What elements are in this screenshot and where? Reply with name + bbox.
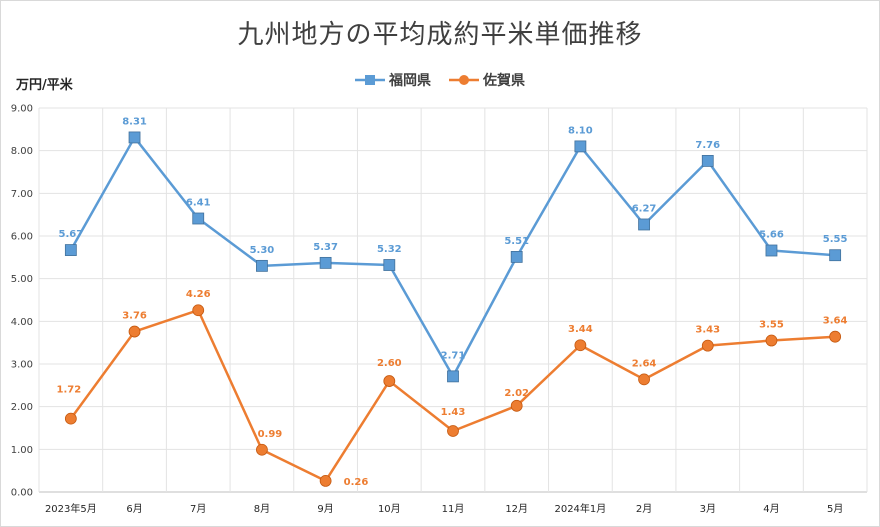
data-label: 5.32 bbox=[377, 244, 402, 255]
x-tick-label: 10月 bbox=[378, 503, 401, 515]
data-point-marker bbox=[319, 256, 332, 269]
x-tick-label: 11月 bbox=[442, 503, 465, 515]
data-label: 3.43 bbox=[695, 325, 720, 336]
data-point-marker bbox=[574, 339, 587, 352]
data-label: 2.71 bbox=[441, 350, 466, 361]
data-point-marker bbox=[128, 131, 141, 144]
x-tick-label: 2024年1月 bbox=[554, 502, 606, 515]
x-tick-label: 8月 bbox=[254, 503, 270, 515]
legend-label-fukuoka: 福岡県 bbox=[389, 73, 431, 89]
data-point-marker bbox=[383, 259, 396, 271]
x-tick-label: 12月 bbox=[505, 503, 528, 515]
data-label: 1.72 bbox=[57, 385, 82, 396]
data-point-marker bbox=[829, 249, 842, 262]
data-label: 5.37 bbox=[313, 242, 338, 253]
data-label: 3.76 bbox=[122, 311, 147, 322]
x-tick-label: 6月 bbox=[126, 503, 142, 515]
data-point-marker bbox=[128, 325, 141, 338]
x-tick-label: 2月 bbox=[636, 503, 652, 515]
data-label: 5.30 bbox=[250, 245, 275, 256]
data-point-marker bbox=[701, 339, 714, 352]
chart-title: 九州地方の平均成約平米単価推移 bbox=[237, 20, 643, 50]
data-label: 1.43 bbox=[441, 407, 466, 418]
x-tick-label: 2023年5月 bbox=[45, 502, 97, 515]
legend-item-saga: 佐賀県 bbox=[449, 70, 525, 90]
y-tick-label: 5.00 bbox=[11, 274, 33, 285]
data-point-marker bbox=[192, 212, 205, 225]
data-label: 3.64 bbox=[823, 316, 848, 327]
x-tick-label: 3月 bbox=[700, 503, 716, 515]
y-tick-label: 3.00 bbox=[11, 360, 33, 371]
data-point-marker bbox=[574, 140, 587, 153]
data-point-marker bbox=[510, 399, 523, 412]
y-tick-label: 9.00 bbox=[11, 104, 33, 115]
data-label: 2.60 bbox=[377, 358, 402, 369]
data-label: 2.64 bbox=[632, 358, 657, 369]
data-point-marker bbox=[64, 412, 77, 425]
y-axis-label: 万円/平米 bbox=[16, 78, 73, 93]
data-point-marker bbox=[256, 443, 268, 456]
data-label: 3.55 bbox=[759, 320, 784, 331]
data-label: 6.41 bbox=[186, 198, 211, 209]
x-tick-label: 4月 bbox=[763, 503, 779, 515]
data-label: 6.27 bbox=[632, 203, 657, 214]
data-label: 8.31 bbox=[122, 116, 147, 127]
legend-swatch-circle-icon bbox=[449, 75, 479, 85]
data-label: 5.67 bbox=[59, 229, 84, 240]
data-point-marker bbox=[701, 155, 714, 167]
data-label: 5.55 bbox=[823, 234, 848, 245]
data-label: 4.26 bbox=[186, 289, 211, 300]
y-tick-label: 6.00 bbox=[11, 232, 33, 243]
y-tick-label: 1.00 bbox=[11, 445, 33, 456]
data-point-marker bbox=[192, 304, 205, 317]
data-point-marker bbox=[829, 330, 842, 343]
data-label: 3.44 bbox=[568, 324, 593, 335]
data-point-marker bbox=[510, 251, 523, 263]
legend-swatch-square-icon bbox=[355, 75, 385, 85]
data-label: 7.76 bbox=[695, 140, 720, 151]
y-tick-label: 2.00 bbox=[11, 402, 33, 413]
x-tick-label: 9月 bbox=[317, 503, 333, 515]
data-label: 0.26 bbox=[344, 477, 369, 488]
data-point-marker bbox=[447, 370, 459, 383]
legend-label-saga: 佐賀県 bbox=[483, 73, 525, 89]
y-tick-label: 0.00 bbox=[11, 488, 33, 499]
y-tick-label: 7.00 bbox=[11, 189, 33, 200]
y-tick-label: 8.00 bbox=[11, 146, 33, 157]
data-point-marker bbox=[319, 475, 332, 487]
data-point-marker bbox=[383, 375, 396, 387]
legend: 福岡県 佐賀県 bbox=[0, 70, 880, 90]
data-point-marker bbox=[447, 425, 459, 437]
data-label: 5.51 bbox=[504, 236, 529, 247]
legend-item-fukuoka: 福岡県 bbox=[355, 70, 431, 90]
x-tick-label: 5月 bbox=[827, 503, 843, 515]
y-tick-label: 4.00 bbox=[11, 317, 33, 328]
data-point-marker bbox=[64, 244, 77, 256]
data-point-marker bbox=[638, 373, 650, 386]
data-label: 2.02 bbox=[504, 388, 529, 399]
data-point-marker bbox=[765, 334, 778, 347]
data-label: 0.99 bbox=[258, 429, 283, 440]
data-point-marker bbox=[638, 218, 650, 231]
series-line-0 bbox=[69, 136, 836, 378]
data-point-marker bbox=[765, 244, 778, 257]
data-label: 5.66 bbox=[759, 230, 784, 241]
series-line-1 bbox=[69, 308, 836, 483]
x-tick-label: 7月 bbox=[190, 503, 206, 515]
data-label: 8.10 bbox=[568, 125, 593, 136]
data-point-marker bbox=[256, 259, 268, 272]
